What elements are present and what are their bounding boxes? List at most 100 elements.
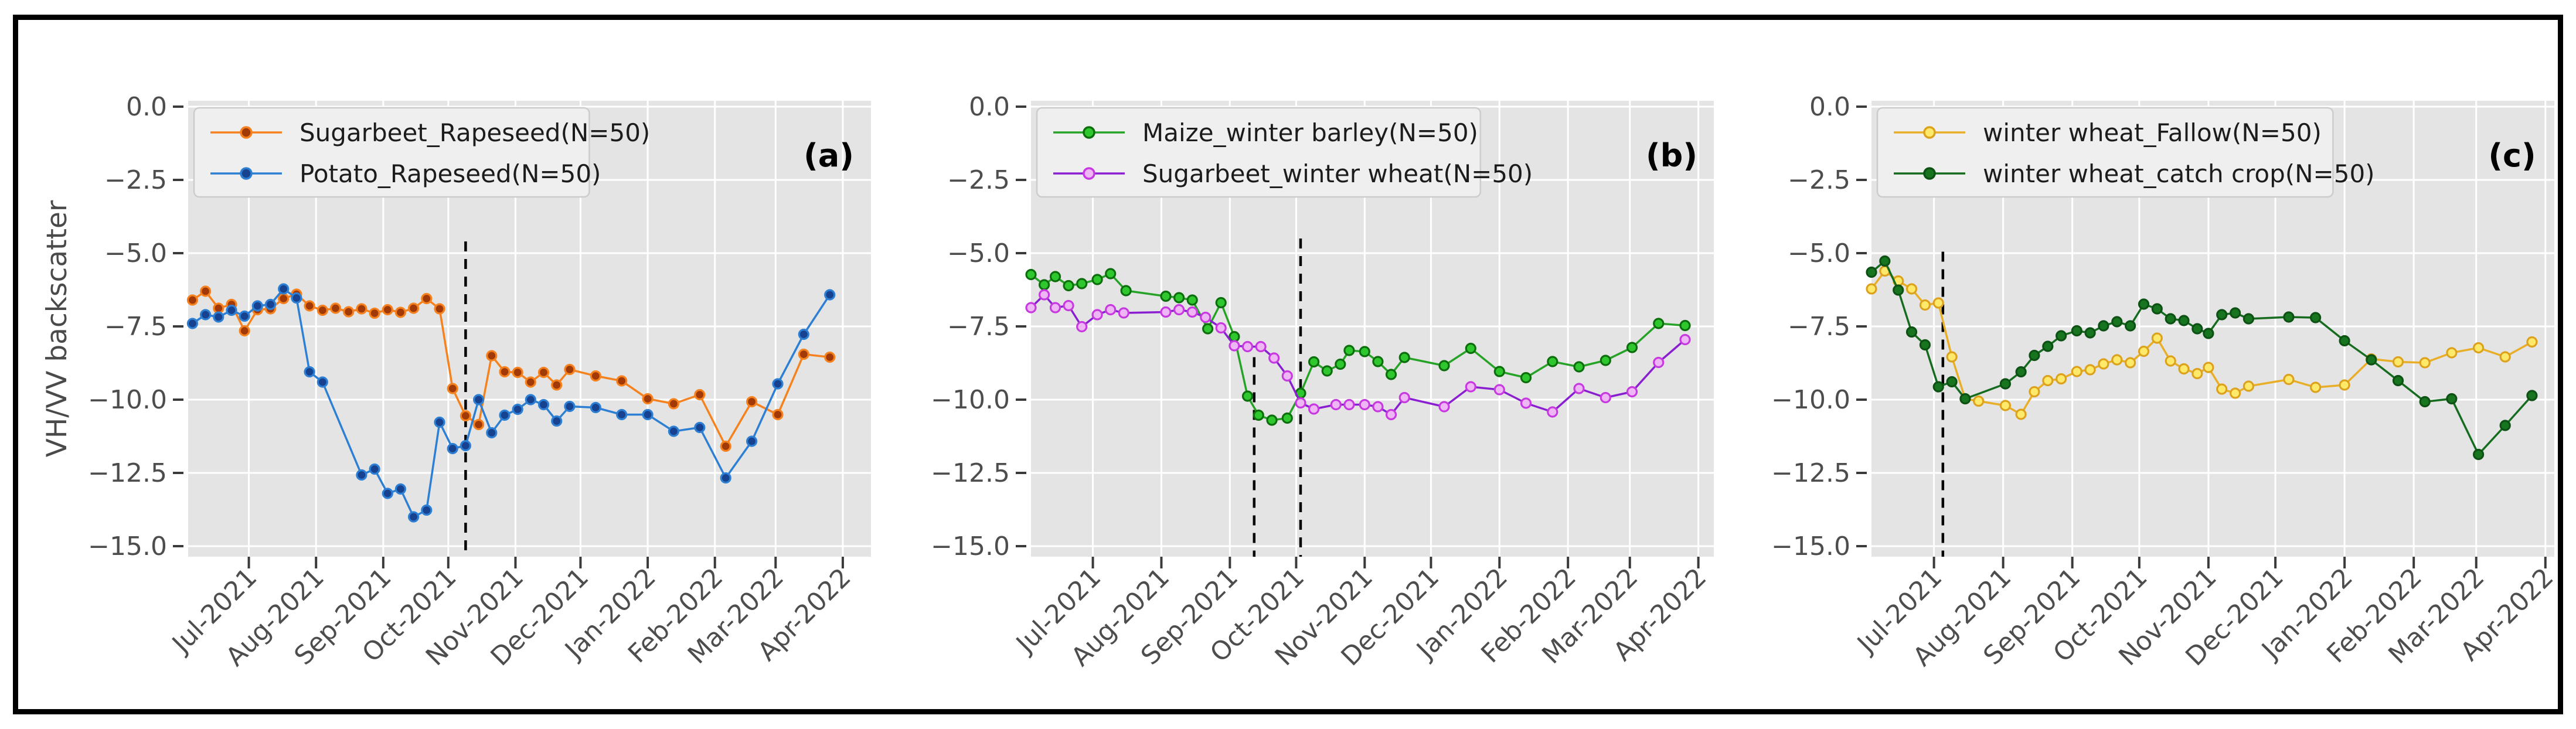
data-point bbox=[1932, 297, 1944, 309]
data-point bbox=[1919, 339, 1931, 351]
y-tick-label: −12.5 bbox=[88, 458, 167, 488]
data-point bbox=[2499, 420, 2511, 431]
data-point bbox=[421, 292, 433, 305]
y-tick-label: −7.5 bbox=[1788, 312, 1850, 342]
data-point bbox=[1281, 412, 1293, 424]
data-point bbox=[317, 376, 328, 388]
data-point bbox=[1186, 294, 1198, 306]
data-point bbox=[499, 409, 511, 421]
data-point bbox=[1946, 376, 1958, 388]
y-tick-label: 0.0 bbox=[126, 92, 167, 122]
y-tick-label: −15.0 bbox=[88, 532, 167, 561]
data-point bbox=[434, 303, 445, 315]
series-line bbox=[1870, 270, 2533, 415]
data-point bbox=[2526, 390, 2538, 401]
legend-label: winter wheat_Fallow(N=50) bbox=[1983, 118, 2322, 147]
data-point bbox=[1679, 319, 1691, 332]
data-point bbox=[2216, 383, 2228, 395]
data-point bbox=[304, 300, 315, 312]
data-point bbox=[2178, 315, 2190, 326]
panel-letter: (b) bbox=[1646, 137, 1697, 174]
data-point bbox=[1268, 352, 1280, 364]
data-point bbox=[2283, 311, 2295, 323]
data-point bbox=[1398, 391, 1410, 404]
data-point bbox=[2029, 386, 2040, 398]
legend-marker-icon bbox=[1923, 126, 1936, 139]
data-point bbox=[369, 463, 380, 475]
data-point bbox=[1343, 345, 1355, 356]
legend-entry: Maize_winter barley(N=50) bbox=[1053, 118, 1478, 147]
data-point bbox=[278, 292, 290, 305]
data-point bbox=[694, 421, 706, 434]
data-point bbox=[2015, 408, 2027, 420]
data-point bbox=[746, 396, 758, 408]
data-point bbox=[798, 328, 809, 340]
data-point bbox=[1118, 307, 1129, 319]
data-point bbox=[2392, 374, 2404, 387]
legend-marker-icon bbox=[240, 167, 253, 180]
data-point bbox=[2242, 313, 2255, 325]
data-point bbox=[2203, 362, 2214, 373]
data-point bbox=[2339, 335, 2350, 347]
data-point bbox=[564, 363, 576, 376]
data-point bbox=[251, 300, 263, 312]
data-point bbox=[2055, 330, 2067, 342]
data-point bbox=[1321, 365, 1333, 377]
data-point bbox=[590, 401, 601, 414]
data-point bbox=[1160, 306, 1172, 318]
data-point bbox=[1973, 395, 1985, 407]
data-point bbox=[1959, 393, 1971, 405]
legend: Maize_winter barley(N=50) Sugarbeet_winte… bbox=[1036, 107, 1533, 198]
data-point bbox=[798, 348, 809, 360]
data-point bbox=[1893, 284, 1904, 296]
data-point bbox=[343, 306, 355, 318]
data-point bbox=[1105, 304, 1117, 316]
series-potato-rapeseed-n-50 bbox=[186, 283, 836, 523]
legend-entry: Sugarbeet_winter wheat(N=50) bbox=[1053, 159, 1533, 188]
data-point bbox=[291, 292, 302, 304]
data-point bbox=[329, 302, 342, 314]
data-point bbox=[1049, 271, 1061, 282]
data-point bbox=[382, 304, 393, 316]
series-winter-wheat-catch-crop-n-50 bbox=[1866, 255, 2538, 461]
data-point bbox=[2151, 303, 2163, 315]
data-point bbox=[1091, 309, 1103, 321]
data-point bbox=[1160, 290, 1172, 302]
data-point bbox=[2366, 354, 2377, 366]
data-point bbox=[2229, 387, 2241, 399]
data-point bbox=[460, 440, 472, 452]
data-point bbox=[2029, 349, 2040, 362]
data-point bbox=[356, 303, 367, 315]
data-point bbox=[1600, 391, 1611, 404]
data-point bbox=[1905, 283, 1918, 295]
data-point bbox=[694, 389, 706, 401]
data-point bbox=[486, 350, 498, 362]
data-point bbox=[564, 400, 576, 413]
data-point bbox=[1520, 397, 1532, 409]
data-point bbox=[239, 325, 250, 337]
data-point bbox=[2178, 363, 2190, 375]
data-point bbox=[226, 304, 237, 316]
data-point bbox=[551, 415, 563, 427]
data-point bbox=[1063, 299, 1074, 312]
data-point bbox=[1547, 406, 1558, 418]
data-point bbox=[278, 283, 290, 295]
y-tick-label: 0.0 bbox=[1809, 92, 1850, 122]
data-point bbox=[1025, 302, 1037, 314]
data-point bbox=[2084, 364, 2096, 376]
data-point bbox=[642, 393, 654, 405]
data-point bbox=[356, 469, 367, 481]
data-point bbox=[1105, 268, 1117, 280]
data-point bbox=[1173, 292, 1185, 304]
data-point bbox=[720, 440, 731, 452]
series-sugarbeet-winter-wheat-n-50 bbox=[1025, 289, 1691, 421]
panel-letter: (a) bbox=[804, 137, 854, 174]
data-point bbox=[1330, 398, 1342, 411]
y-tick-label: −5.0 bbox=[947, 239, 1010, 268]
data-point bbox=[2203, 328, 2214, 339]
data-point bbox=[1653, 356, 1665, 369]
data-point bbox=[1186, 306, 1198, 318]
data-point bbox=[2242, 380, 2255, 392]
data-point bbox=[421, 504, 433, 516]
data-point bbox=[1359, 346, 1370, 357]
